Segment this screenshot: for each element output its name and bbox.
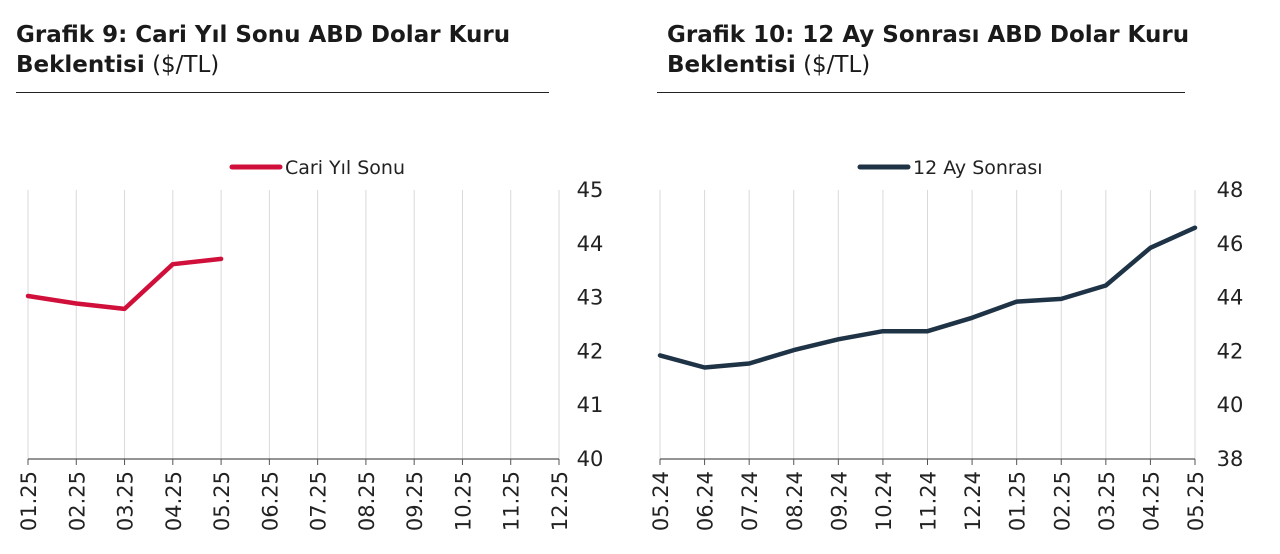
x-tick-label: 07.24 [738, 471, 762, 531]
y-tick-label: 38 [1217, 447, 1244, 471]
title-rule [657, 92, 1185, 93]
x-tick-label: 02.25 [65, 471, 89, 531]
x-tick-label: 10.25 [451, 471, 475, 531]
y-tick-label: 40 [1217, 393, 1244, 417]
title-text-line2: Beklentisi [16, 52, 145, 78]
title-unit: ($/TL) [803, 52, 871, 78]
y-tick-label: 46 [1217, 232, 1244, 256]
series-line-1 [657, 225, 1198, 370]
y-tick-label: 40 [577, 447, 604, 471]
x-tick-label: 10.24 [872, 471, 896, 531]
chart-grafik-10: 05.24 06.24 07.24 08.24 09.24 10.24 11.24 12.24… [649, 157, 1244, 531]
chart-grafik-9: 01.25 02.25 03.25 04.25 05.25 06.25 07.25 08.25… [17, 157, 604, 531]
x-tick-label: 05.25 [1184, 471, 1208, 531]
series-line-1 [25, 256, 224, 312]
x-tick-label: 06.25 [258, 471, 282, 531]
x-tick-label: 05.24 [649, 471, 673, 531]
y-tick-label: 45 [577, 178, 604, 202]
title-unit: ($/TL) [152, 52, 220, 78]
legend-label: 12 Ay Sonrası [913, 157, 1043, 179]
y-tick-label: 48 [1217, 178, 1244, 202]
legend-label: Cari Yıl Sonu [285, 157, 405, 179]
x-tick-label: 01.25 [1006, 471, 1030, 531]
y-tick-label: 42 [1217, 339, 1244, 363]
x-tick-label: 12.24 [961, 471, 985, 531]
y-tick-label: 44 [577, 232, 604, 256]
y-tick-label: 41 [577, 393, 604, 417]
x-tick-label: 12.25 [548, 471, 572, 531]
y-tick-label: 42 [577, 339, 604, 363]
title-rule [16, 92, 549, 93]
x-tick-label: 03.25 [114, 471, 138, 531]
x-tick-label: 06.24 [694, 471, 718, 531]
x-tick-label: 05.25 [210, 471, 234, 531]
title-text-line2: Beklentisi [667, 52, 796, 78]
x-tick-label: 11.24 [917, 471, 941, 531]
x-tick-label: 01.25 [17, 471, 41, 531]
x-tick-label: 09.24 [827, 471, 851, 531]
x-tick-label: 07.25 [307, 471, 331, 531]
x-tick-label: 09.25 [403, 471, 427, 531]
x-tick-label: 11.25 [500, 471, 524, 531]
chart-title-grafik-9: Grafik 9: Cari Yıl Sonu ABD Dolar Kuru B… [16, 20, 510, 80]
x-tick-label: 04.25 [1139, 471, 1163, 531]
title-text: Grafik 9: Cari Yıl Sonu ABD Dolar Kuru [16, 22, 511, 48]
x-tick-label: 04.25 [162, 471, 186, 531]
x-tick-label: 08.24 [783, 471, 807, 531]
y-tick-label: 43 [577, 286, 604, 310]
x-tick-label: 02.25 [1050, 471, 1074, 531]
x-tick-label: 08.25 [355, 471, 379, 531]
chart-title-grafik-10: Grafik 10: 12 Ay Sonrası ABD Dolar Kuru … [667, 20, 1189, 80]
y-tick-label: 44 [1217, 286, 1244, 310]
x-tick-label: 03.25 [1095, 471, 1119, 531]
title-text: Grafik 10: 12 Ay Sonrası ABD Dolar Kuru [667, 22, 1190, 48]
